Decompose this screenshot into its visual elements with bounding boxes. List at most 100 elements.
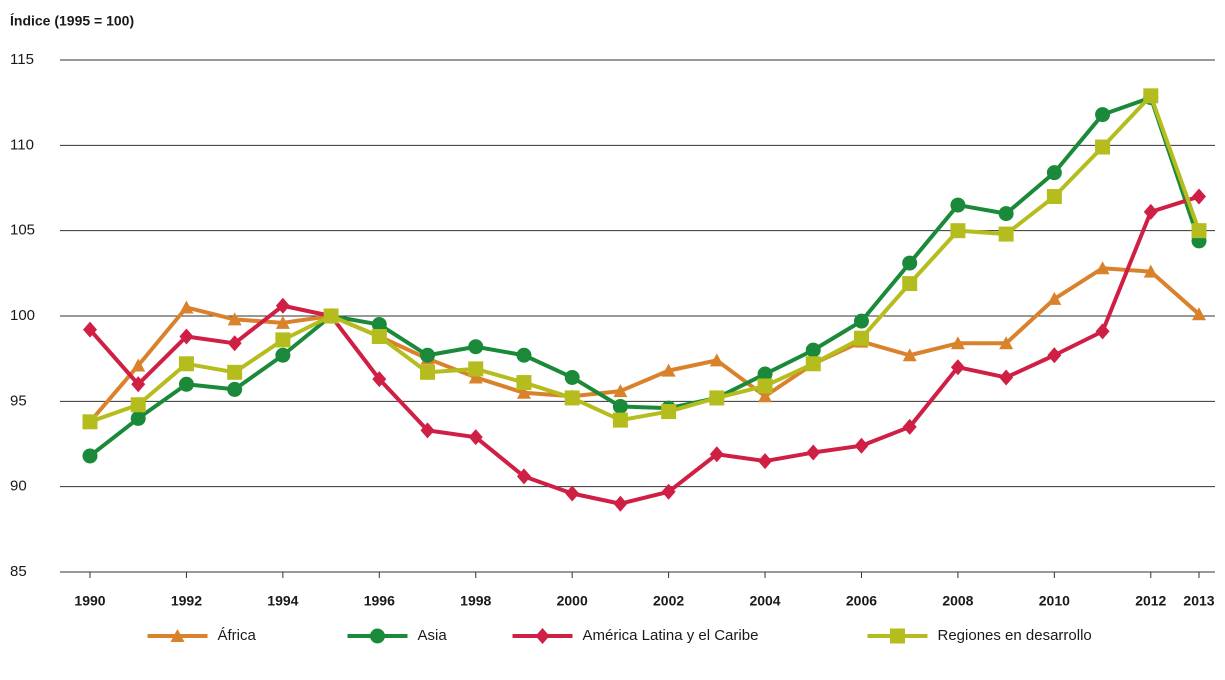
legend-item: África [147,627,257,644]
marker [131,358,146,372]
legend-label: África [218,627,257,644]
legend-item: Regiones en desarrollo [867,627,1092,644]
legend-label: Asia [418,627,448,644]
series-line [88,95,1201,458]
marker [999,369,1014,386]
marker [179,300,194,314]
marker [998,206,1014,222]
marker [1095,107,1111,123]
x-tick-label: 1990 [74,593,105,609]
marker [709,353,724,367]
y-tick-label: 100 [10,307,35,324]
marker [275,332,291,348]
marker [902,255,918,271]
marker [227,364,243,380]
x-tick-label: 1994 [267,593,298,609]
marker [998,226,1014,242]
marker [275,297,290,314]
legend-marker [535,628,550,644]
marker [709,446,724,463]
marker [661,404,677,420]
x-tick-label: 1992 [171,593,202,609]
legend-marker [370,628,385,644]
series-line [88,194,1200,506]
marker [854,437,869,454]
marker [950,223,966,239]
marker [758,389,773,403]
marker [1095,261,1110,275]
y-tick-label: 115 [10,51,34,68]
y-tick-label: 95 [10,392,27,409]
marker [564,369,580,385]
marker [130,410,146,426]
marker [1046,189,1062,205]
marker [275,315,290,329]
marker [950,359,965,376]
legend-label: América Latina y el Caribe [583,627,759,644]
marker [1046,165,1062,181]
marker [1192,188,1206,205]
x-tick-label: 2008 [942,593,973,609]
marker [612,398,628,414]
marker [613,384,628,398]
marker [709,390,725,406]
marker [950,336,965,350]
marker [275,347,291,363]
marker [178,356,194,372]
marker [902,348,917,362]
marker [999,336,1014,350]
marker [227,312,242,326]
legend-item: América Latina y el Caribe [512,627,759,644]
marker [468,429,483,446]
series-line [89,93,1201,424]
marker [805,342,821,358]
y-tick-label: 110 [10,136,34,153]
marker [661,483,676,500]
marker [564,390,580,406]
marker [131,376,146,393]
marker [902,276,918,292]
marker [323,308,339,324]
marker [179,328,194,345]
marker [83,321,97,338]
marker [468,370,483,384]
marker [758,453,773,470]
x-tick-label: 2002 [653,593,684,609]
marker [565,485,580,502]
marker [371,317,387,333]
marker [853,313,869,329]
marker [1095,139,1111,155]
marker [516,468,531,485]
marker [227,335,242,352]
marker [178,376,194,392]
marker [82,448,98,464]
y-tick-label: 85 [10,563,27,580]
x-tick-label: 2013 [1183,593,1214,609]
marker [227,381,243,397]
x-tick-label: 1998 [460,593,491,609]
marker [82,414,98,430]
legend-item: Asia [347,627,448,644]
marker [420,364,436,380]
x-tick-label: 2012 [1135,593,1166,609]
marker [1047,347,1062,364]
x-tick-label: 2010 [1039,593,1070,609]
marker [516,347,532,363]
marker [372,371,387,388]
x-tick-label: 2006 [846,593,877,609]
y-tick-label: 105 [10,222,35,239]
marker [371,328,387,344]
marker [1143,203,1158,220]
x-tick-label: 1996 [364,593,395,609]
legend-label: Regiones en desarrollo [938,627,1092,644]
marker [1095,323,1110,340]
marker [805,356,821,372]
legend-marker [890,628,905,644]
series-line [88,266,1201,424]
marker [1047,291,1062,305]
marker [661,363,676,377]
marker [468,339,484,355]
marker [1191,223,1207,239]
marker [613,495,628,512]
